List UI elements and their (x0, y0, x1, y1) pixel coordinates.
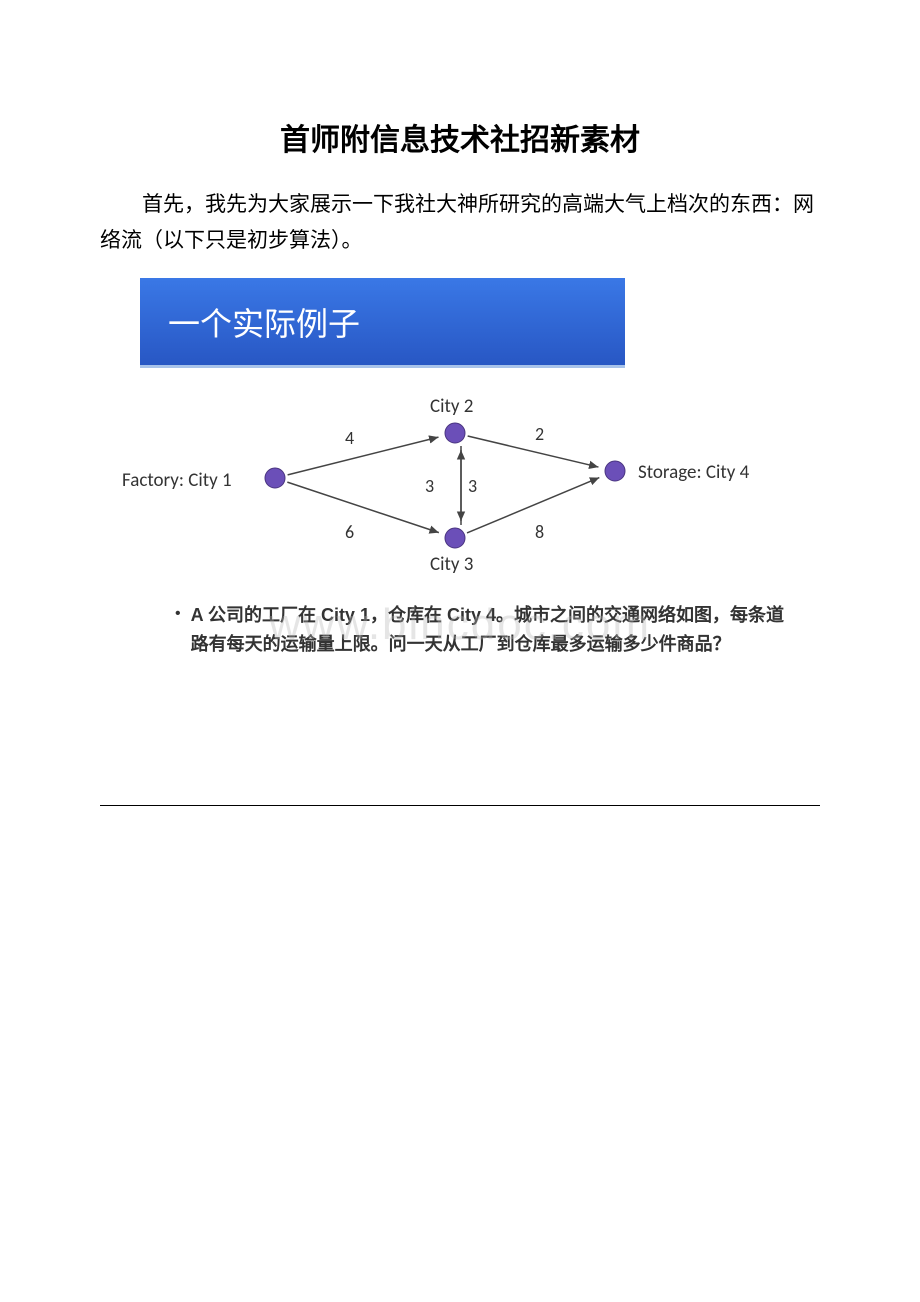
edge-label: 3 (468, 475, 477, 497)
edge-label: 4 (345, 427, 354, 449)
intro-paragraph: 首先，我先为大家展示一下我社大神所研究的高端大气上档次的东西：网络流（以下只是初… (100, 187, 820, 258)
bullet-section: • A 公司的工厂在 City 1，仓库在 City 4。城市之间的交通网络如图… (175, 601, 800, 659)
node (265, 468, 285, 488)
node-label: City 3 (430, 553, 473, 576)
bullet-text: A 公司的工厂在 City 1，仓库在 City 4。城市之间的交通网络如图，每… (191, 601, 800, 659)
node (605, 461, 625, 481)
edge (467, 478, 599, 533)
edge-label: 6 (345, 521, 354, 543)
node-label: City 2 (430, 395, 473, 418)
edge-label: 8 (535, 521, 544, 543)
node (445, 423, 465, 443)
edge-label: 2 (535, 423, 544, 445)
edge (287, 482, 439, 533)
node-label: Factory: City 1 (122, 469, 232, 492)
page-title: 首师附信息技术社招新素材 (100, 115, 820, 159)
network-diagram: 4 6 3 3 2 8 Factory: City 1 City 2 City 3 Storage… (120, 393, 820, 593)
footer-divider (100, 805, 820, 806)
edge-label: 3 (425, 475, 434, 497)
bullet-marker: • (175, 605, 181, 623)
banner: 一个实际例子 (140, 278, 625, 368)
banner-text: 一个实际例子 (168, 299, 360, 345)
node (445, 528, 465, 548)
edge (468, 436, 599, 467)
node-label: Storage: City 4 (638, 461, 749, 484)
edge (288, 437, 439, 475)
